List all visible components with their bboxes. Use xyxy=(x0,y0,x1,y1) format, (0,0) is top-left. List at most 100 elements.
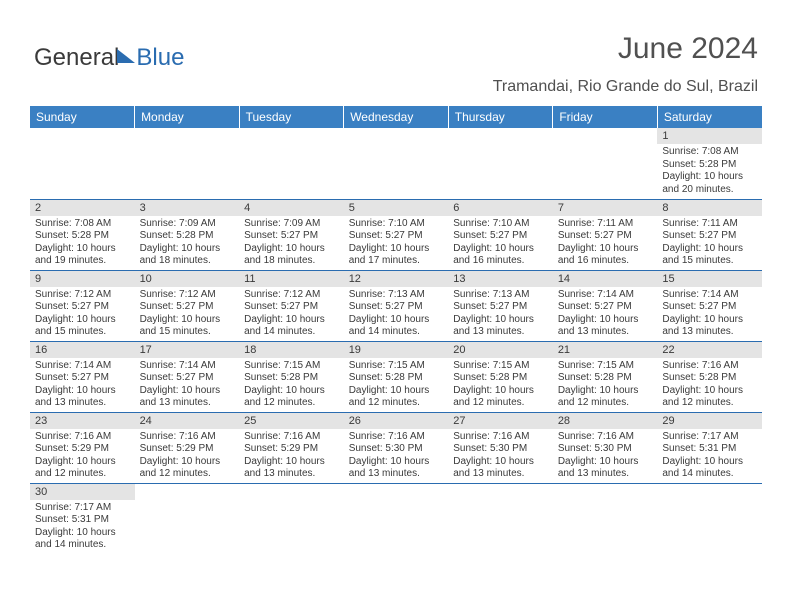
daylight-line: Daylight: 10 hours and 13 minutes. xyxy=(558,456,653,481)
sunrise-line: Sunrise: 7:17 AM xyxy=(662,431,757,444)
sunset-line: Sunset: 5:27 PM xyxy=(558,301,653,314)
calendar-cell: 26Sunrise: 7:16 AMSunset: 5:30 PMDayligh… xyxy=(344,412,449,483)
sunrise-line: Sunrise: 7:11 AM xyxy=(662,218,757,231)
calendar-cell: 14Sunrise: 7:14 AMSunset: 5:27 PMDayligh… xyxy=(553,270,658,341)
calendar-cell xyxy=(448,483,553,554)
day-number: 27 xyxy=(448,413,553,429)
sunset-line: Sunset: 5:28 PM xyxy=(35,230,130,243)
sunset-line: Sunset: 5:29 PM xyxy=(35,443,130,456)
calendar-cell: 8 Sunrise: 7:11 AMSunset: 5:27 PMDaylight… xyxy=(657,199,762,270)
sunrise-line: Sunrise: 7:15 AM xyxy=(244,360,339,373)
day-number: 2 xyxy=(30,200,135,216)
day-number: 6 xyxy=(448,200,553,216)
sunrise-line: Sunrise: 7:08 AM xyxy=(35,218,130,231)
calendar-cell xyxy=(239,483,344,554)
day-number: 8 xyxy=(657,200,762,216)
sunrise-line: Sunrise: 7:16 AM xyxy=(244,431,339,444)
daylight-line: Daylight: 10 hours and 16 minutes. xyxy=(558,243,653,268)
sunset-line: Sunset: 5:27 PM xyxy=(662,301,757,314)
daylight-line: Daylight: 10 hours and 13 minutes. xyxy=(453,314,548,339)
calendar-cell: 11Sunrise: 7:12 AMSunset: 5:27 PMDayligh… xyxy=(239,270,344,341)
sunset-line: Sunset: 5:27 PM xyxy=(244,230,339,243)
calendar-cell: 27Sunrise: 7:16 AMSunset: 5:30 PMDayligh… xyxy=(448,412,553,483)
day-number: 11 xyxy=(239,271,344,287)
daylight-line: Daylight: 10 hours and 15 minutes. xyxy=(662,243,757,268)
day-number: 4 xyxy=(239,200,344,216)
day-data: Sunrise: 7:16 AMSunset: 5:30 PMDaylight:… xyxy=(344,429,449,483)
daylight-line: Daylight: 10 hours and 15 minutes. xyxy=(140,314,235,339)
day-header: Monday xyxy=(135,106,240,128)
calendar-row: 23Sunrise: 7:16 AMSunset: 5:29 PMDayligh… xyxy=(30,412,762,483)
calendar-cell xyxy=(344,128,449,199)
day-number: 1 xyxy=(657,128,762,144)
sunset-line: Sunset: 5:27 PM xyxy=(349,230,444,243)
day-header: Tuesday xyxy=(239,106,344,128)
sunset-line: Sunset: 5:27 PM xyxy=(558,230,653,243)
calendar-table: Sunday Monday Tuesday Wednesday Thursday… xyxy=(30,106,762,554)
sunrise-line: Sunrise: 7:12 AM xyxy=(35,289,130,302)
day-data: Sunrise: 7:14 AMSunset: 5:27 PMDaylight:… xyxy=(553,287,658,341)
sunrise-line: Sunrise: 7:11 AM xyxy=(558,218,653,231)
day-number: 13 xyxy=(448,271,553,287)
sunrise-line: Sunrise: 7:16 AM xyxy=(35,431,130,444)
day-data: Sunrise: 7:10 AMSunset: 5:27 PMDaylight:… xyxy=(448,216,553,270)
day-header-row: Sunday Monday Tuesday Wednesday Thursday… xyxy=(30,106,762,128)
calendar-cell: 17Sunrise: 7:14 AMSunset: 5:27 PMDayligh… xyxy=(135,341,240,412)
sunrise-line: Sunrise: 7:14 AM xyxy=(558,289,653,302)
calendar-row: 2Sunrise: 7:08 AMSunset: 5:28 PMDaylight… xyxy=(30,199,762,270)
calendar-cell xyxy=(657,483,762,554)
day-header: Saturday xyxy=(657,106,762,128)
calendar-cell xyxy=(553,483,658,554)
calendar-cell xyxy=(30,128,135,199)
daylight-line: Daylight: 10 hours and 16 minutes. xyxy=(453,243,548,268)
sunset-line: Sunset: 5:28 PM xyxy=(662,159,757,172)
sunrise-line: Sunrise: 7:14 AM xyxy=(35,360,130,373)
daylight-line: Daylight: 10 hours and 12 minutes. xyxy=(453,385,548,410)
day-data: Sunrise: 7:11 AMSunset: 5:27 PMDaylight:… xyxy=(553,216,658,270)
location-text: Tramandai, Rio Grande do Sul, Brazil xyxy=(493,78,758,96)
daylight-line: Daylight: 10 hours and 19 minutes. xyxy=(35,243,130,268)
day-number: 3 xyxy=(135,200,240,216)
day-data: Sunrise: 7:09 AMSunset: 5:27 PMDaylight:… xyxy=(239,216,344,270)
day-header: Sunday xyxy=(30,106,135,128)
day-number: 30 xyxy=(30,484,135,500)
sunset-line: Sunset: 5:27 PM xyxy=(662,230,757,243)
calendar-cell: 7Sunrise: 7:11 AMSunset: 5:27 PMDaylight… xyxy=(553,199,658,270)
calendar-cell: 30Sunrise: 7:17 AMSunset: 5:31 PMDayligh… xyxy=(30,483,135,554)
daylight-line: Daylight: 10 hours and 14 minutes. xyxy=(244,314,339,339)
day-number: 18 xyxy=(239,342,344,358)
sunrise-line: Sunrise: 7:12 AM xyxy=(244,289,339,302)
daylight-line: Daylight: 10 hours and 12 minutes. xyxy=(662,385,757,410)
calendar-cell: 4Sunrise: 7:09 AMSunset: 5:27 PMDaylight… xyxy=(239,199,344,270)
sunset-line: Sunset: 5:31 PM xyxy=(35,514,130,527)
sunset-line: Sunset: 5:27 PM xyxy=(453,230,548,243)
calendar-body: 1Sunrise: 7:08 AMSunset: 5:28 PMDaylight… xyxy=(30,128,762,554)
calendar-cell: 10Sunrise: 7:12 AMSunset: 5:27 PMDayligh… xyxy=(135,270,240,341)
daylight-line: Daylight: 10 hours and 18 minutes. xyxy=(140,243,235,268)
calendar-cell: 5Sunrise: 7:10 AMSunset: 5:27 PMDaylight… xyxy=(344,199,449,270)
sunrise-line: Sunrise: 7:13 AM xyxy=(453,289,548,302)
day-number: 20 xyxy=(448,342,553,358)
calendar-cell: 16Sunrise: 7:14 AMSunset: 5:27 PMDayligh… xyxy=(30,341,135,412)
calendar-cell xyxy=(344,483,449,554)
calendar-cell xyxy=(448,128,553,199)
calendar-cell: 3Sunrise: 7:09 AMSunset: 5:28 PMDaylight… xyxy=(135,199,240,270)
day-number: 24 xyxy=(135,413,240,429)
calendar-row: 30Sunrise: 7:17 AMSunset: 5:31 PMDayligh… xyxy=(30,483,762,554)
sunrise-line: Sunrise: 7:09 AM xyxy=(244,218,339,231)
day-data: Sunrise: 7:16 AMSunset: 5:30 PMDaylight:… xyxy=(553,429,658,483)
day-number: 23 xyxy=(30,413,135,429)
day-data: Sunrise: 7:12 AMSunset: 5:27 PMDaylight:… xyxy=(239,287,344,341)
sunset-line: Sunset: 5:27 PM xyxy=(140,301,235,314)
day-data: Sunrise: 7:13 AMSunset: 5:27 PMDaylight:… xyxy=(448,287,553,341)
day-number: 19 xyxy=(344,342,449,358)
calendar-cell: 2 Sunrise: 7:08 AMSunset: 5:28 PMDaylight… xyxy=(30,199,135,270)
day-data: Sunrise: 7:14 AMSunset: 5:27 PMDaylight:… xyxy=(30,358,135,412)
sunrise-line: Sunrise: 7:12 AM xyxy=(140,289,235,302)
day-data: Sunrise: 7:15 AMSunset: 5:28 PMDaylight:… xyxy=(344,358,449,412)
daylight-line: Daylight: 10 hours and 13 minutes. xyxy=(35,385,130,410)
sunset-line: Sunset: 5:28 PM xyxy=(662,372,757,385)
day-number: 21 xyxy=(553,342,658,358)
sunset-line: Sunset: 5:30 PM xyxy=(558,443,653,456)
daylight-line: Daylight: 10 hours and 14 minutes. xyxy=(35,527,130,552)
